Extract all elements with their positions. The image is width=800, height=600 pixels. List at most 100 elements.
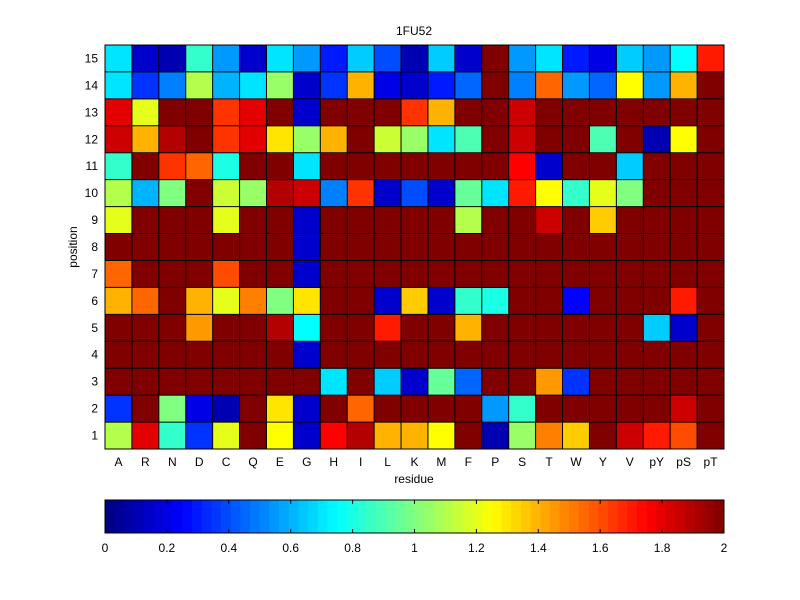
heatmap-cell (670, 341, 698, 369)
heatmap-cell (347, 422, 375, 450)
y-tick-label: 13 (85, 105, 99, 119)
heatmap-cell (454, 368, 483, 396)
heatmap-cell (643, 395, 671, 423)
heatmap-cell (535, 422, 563, 450)
heatmap-cell (374, 368, 402, 396)
heatmap-cell (239, 395, 267, 423)
colorbar-segment (201, 500, 212, 533)
heatmap-cell (589, 395, 617, 423)
x-tick-label: R (141, 455, 150, 469)
colorbar-segment (578, 500, 589, 533)
heatmap-cell (266, 233, 294, 261)
heatmap-cell (266, 152, 294, 181)
heatmap-cell (427, 98, 456, 127)
heatmap-cell (347, 206, 375, 234)
heatmap-cell (508, 152, 537, 181)
heatmap-cell (508, 260, 537, 288)
heatmap-cell (508, 341, 537, 369)
colorbar-segment (269, 500, 280, 533)
colorbar-segment (298, 500, 309, 533)
heatmap-cell (320, 368, 348, 396)
heatmap-cell (481, 422, 510, 450)
y-tick-label: 9 (91, 213, 98, 227)
heatmap-cell (105, 152, 133, 181)
heatmap-cell (293, 206, 321, 234)
heatmap-cell (562, 260, 590, 288)
heatmap-cell (105, 341, 133, 369)
heatmap-cell (320, 206, 348, 234)
colorbar-segment (279, 500, 290, 533)
colorbar-tick-label: 0.4 (220, 541, 237, 555)
heatmap-cell (427, 179, 456, 207)
colorbar-segment (424, 500, 435, 533)
heatmap-cell (508, 98, 537, 127)
heatmap-cell (347, 152, 375, 181)
heatmap-cell (427, 45, 456, 73)
colorbar-segment (665, 500, 677, 533)
heatmap-cell (158, 341, 187, 369)
heatmap-cell (212, 422, 240, 450)
heatmap-cell (212, 45, 240, 73)
heatmap-cell (158, 233, 187, 261)
heatmap-cell (212, 71, 240, 100)
heatmap-cell (347, 125, 375, 154)
heatmap-cell (131, 395, 160, 423)
heatmap-cell (401, 287, 429, 315)
heatmap-cell (562, 233, 590, 261)
colorbar-segment (607, 500, 619, 533)
heatmap-cell (185, 125, 214, 154)
heatmap-cell (643, 206, 671, 234)
heatmap-cell (266, 341, 294, 369)
heatmap-cell (158, 206, 187, 234)
heatmap-cell (212, 287, 240, 315)
heatmap-cell (481, 287, 510, 315)
heatmap-cell (347, 314, 375, 342)
heatmap-cell (131, 179, 160, 207)
heatmap-cell (374, 341, 402, 369)
heatmap-cell (293, 98, 321, 127)
colorbar-tick-label: 0.8 (344, 541, 361, 555)
heatmap-cell (374, 287, 402, 315)
heatmap-cell (401, 233, 429, 261)
heatmap-cell (589, 422, 617, 450)
heatmap-cell (643, 71, 671, 100)
heatmap-cell (401, 125, 429, 154)
heatmap-cell (293, 368, 321, 396)
heatmap-cell (481, 260, 510, 288)
heatmap-cell (670, 206, 698, 234)
heatmap-cell (697, 45, 725, 73)
colorbar-segment (375, 500, 386, 533)
heatmap-cell (562, 341, 590, 369)
heatmap-cell (185, 98, 214, 127)
heatmap-cell (212, 179, 240, 207)
heatmap-cell (320, 422, 348, 450)
y-tick-label: 6 (91, 294, 98, 308)
colorbar-segment (356, 500, 367, 533)
heatmap-cell (697, 206, 725, 234)
heatmap-cell (508, 71, 537, 100)
heatmap-cell (670, 45, 698, 73)
heatmap-cell (266, 395, 294, 423)
heatmap-cell (105, 260, 133, 288)
heatmap-cell (347, 98, 375, 127)
heatmap-cell (266, 206, 294, 234)
colorbar-segment (559, 500, 570, 533)
heatmap-cell (185, 233, 214, 261)
heatmap-cell (347, 287, 375, 315)
colorbar-tick-label: 0.2 (159, 541, 176, 555)
heatmap-cell (401, 152, 429, 181)
heatmap-cell (643, 368, 671, 396)
heatmap-cell (670, 368, 698, 396)
heatmap-cell (131, 206, 160, 234)
heatmap-cell (481, 314, 510, 342)
heatmap-cell (347, 395, 375, 423)
x-tick-label: I (359, 455, 362, 469)
x-tick-label: W (570, 455, 582, 469)
heatmap-cell (158, 125, 187, 154)
heatmap-cell (374, 422, 402, 450)
colorbar-segment (462, 500, 473, 533)
heatmap-cell (562, 287, 590, 315)
heatmap-cell (454, 422, 483, 450)
colorbar-segment (404, 500, 415, 533)
